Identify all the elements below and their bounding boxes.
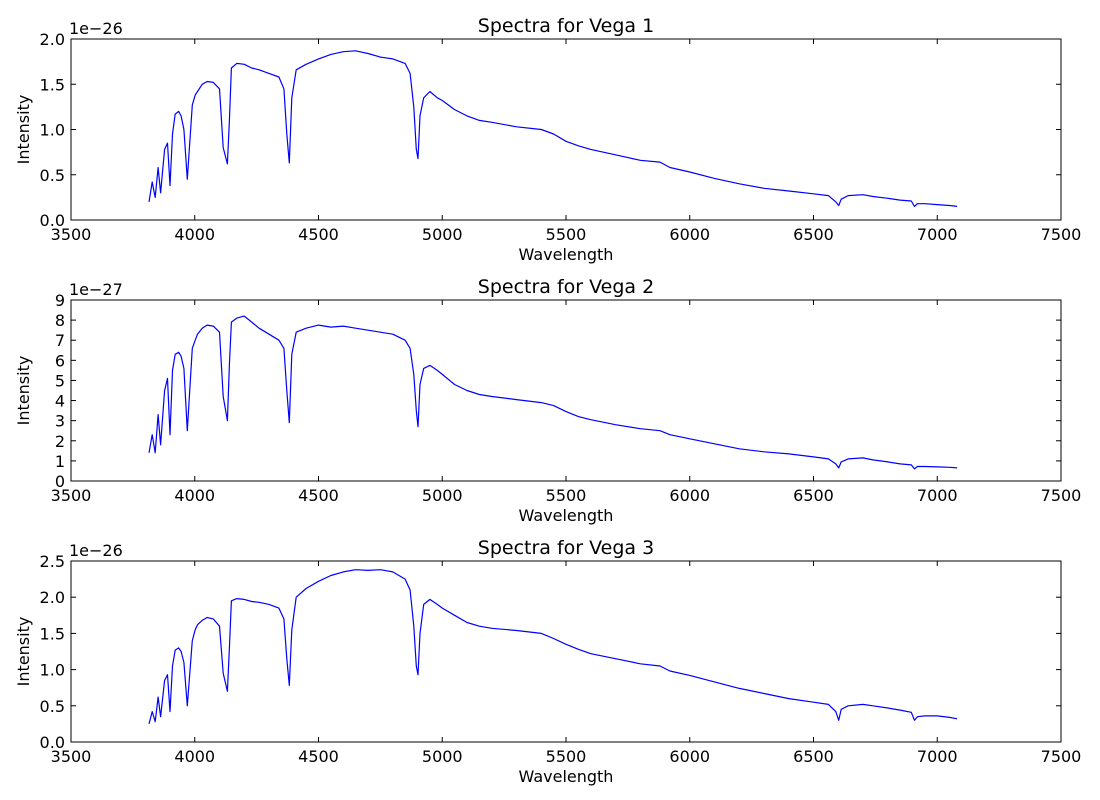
x-tick-label: 3500 [51, 486, 92, 505]
x-tick-label: 7000 [917, 747, 958, 766]
series-line-1 [148, 50, 958, 207]
y-offset-text: 1e−26 [69, 541, 123, 560]
y-tick-label: 5 [55, 371, 65, 390]
x-tick-label: 6500 [793, 486, 834, 505]
x-tick-label: 6500 [793, 225, 834, 244]
x-tick-label: 5000 [422, 225, 463, 244]
y-tick-label: 1.0 [40, 121, 65, 140]
x-axis-label: Wavelength [519, 767, 614, 786]
y-tick-label: 8 [55, 311, 65, 330]
y-tick-label: 1 [55, 452, 65, 471]
x-tick-label: 4000 [174, 225, 215, 244]
y-axis-label: Intensity [14, 95, 33, 165]
y-tick-label: 1.5 [40, 624, 65, 643]
x-tick-label: 7000 [917, 486, 958, 505]
x-tick-label: 5500 [546, 747, 587, 766]
x-axis-label: Wavelength [519, 245, 614, 264]
chart-title: Spectra for Vega 2 [478, 276, 654, 298]
x-axis-label: Wavelength [519, 506, 614, 525]
x-tick-label: 6000 [669, 747, 710, 766]
chart-title: Spectra for Vega 1 [478, 15, 654, 37]
y-tick-label: 2.0 [40, 588, 65, 607]
x-tick-label: 3500 [51, 747, 92, 766]
x-tick-label: 7500 [1041, 225, 1082, 244]
y-tick-label: 0 [55, 472, 65, 491]
y-tick-label: 2 [55, 432, 65, 451]
y-tick-label: 3 [55, 412, 65, 431]
y-offset-text: 1e−27 [69, 280, 123, 299]
x-tick-label: 7500 [1041, 747, 1082, 766]
x-tick-label: 5500 [546, 225, 587, 244]
y-axis-label: Intensity [14, 356, 33, 426]
x-tick-label: 5500 [546, 486, 587, 505]
chart-panel-3: 3500 4000 4500 5000 5500 6000 6500 7000 7500 0.0 0… [14, 537, 1081, 786]
y-tick-label: 0.5 [40, 697, 65, 716]
series-line-1 [148, 569, 958, 725]
y-tick-label: 0.5 [40, 166, 65, 185]
y-axis-label: Intensity [14, 617, 33, 687]
y-tick-label: 6 [55, 351, 65, 370]
x-tick-label: 5000 [422, 486, 463, 505]
chart-title: Spectra for Vega 3 [478, 537, 654, 559]
y-offset-text: 1e−26 [69, 19, 123, 38]
y-tick-label: 7 [55, 331, 65, 350]
x-tick-label: 4500 [298, 747, 339, 766]
chart-panel-1: 3500 4000 4500 5000 5500 6000 6500 7000 7500 0.0 0… [14, 15, 1081, 264]
y-tick-label: 0.0 [40, 733, 65, 752]
y-tick-label: 0.0 [40, 211, 65, 230]
plot-area [70, 299, 1062, 482]
x-tick-label: 6500 [793, 747, 834, 766]
x-tick-label: 6000 [669, 225, 710, 244]
y-tick-label: 4 [55, 392, 65, 411]
x-tick-label: 4000 [174, 486, 215, 505]
chart-panel-2: 3500 4000 4500 5000 5500 6000 6500 7000 7500 0123… [14, 276, 1081, 525]
x-tick-label: 4500 [298, 486, 339, 505]
y-tick-label: 9 [55, 291, 65, 310]
y-tick-label: 2.0 [40, 30, 65, 49]
y-tick-label: 2.5 [40, 552, 65, 571]
x-tick-label: 6000 [669, 486, 710, 505]
x-tick-label: 4500 [298, 225, 339, 244]
x-tick-label: 7500 [1041, 486, 1082, 505]
x-tick-label: 7000 [917, 225, 958, 244]
x-tick-label: 4000 [174, 747, 215, 766]
plot-area [70, 560, 1062, 743]
y-tick-label: 1.0 [40, 661, 65, 680]
y-tick-label: 1.5 [40, 75, 65, 94]
series-line-1 [148, 315, 958, 470]
x-tick-label: 3500 [51, 225, 92, 244]
x-tick-label: 5000 [422, 747, 463, 766]
plot-area [70, 38, 1062, 221]
